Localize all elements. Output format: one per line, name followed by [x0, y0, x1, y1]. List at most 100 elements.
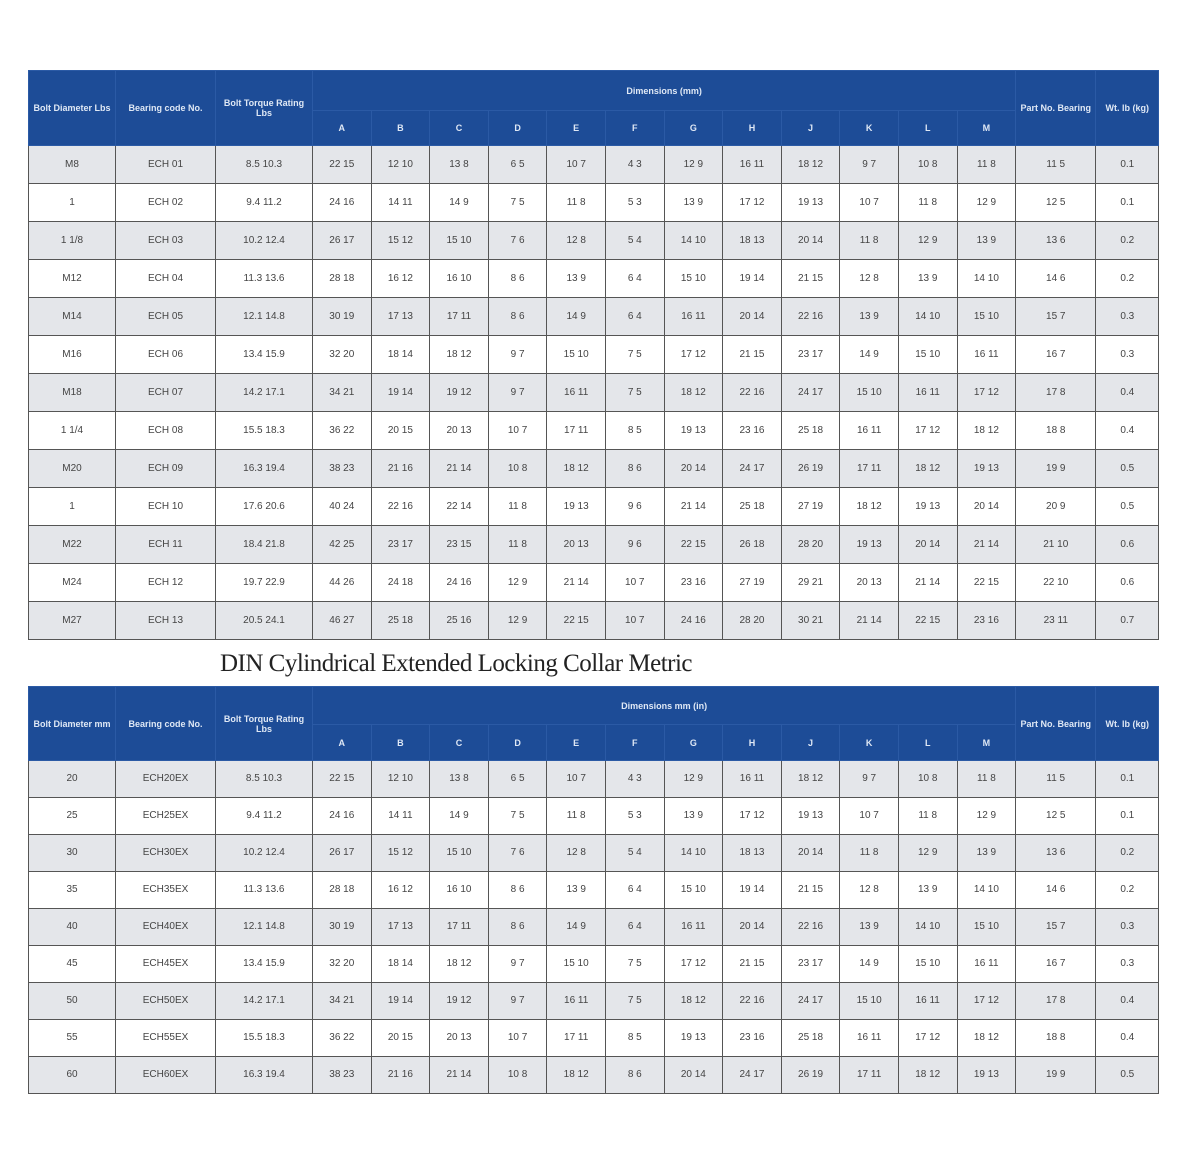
table-cell: 12 9: [956, 183, 1017, 222]
dimension-letter-header: F: [604, 724, 665, 761]
table-cell: 13 8: [429, 760, 489, 798]
table-cell: 14 11: [370, 797, 431, 835]
table-cell: 14 6: [1015, 871, 1097, 909]
table-cell: 14 9: [546, 908, 606, 946]
table-cell: 16 11: [663, 297, 724, 336]
table-cell: 19 12: [429, 373, 489, 412]
column-header: Wt. lb (kg): [1095, 70, 1160, 146]
table-cell: 26 19: [780, 1056, 841, 1094]
table-cell: 17.6 20.6: [215, 487, 313, 526]
table-cell: 16 10: [429, 871, 489, 909]
table-cell: 20 14: [780, 834, 841, 872]
table-cell: 36 22: [312, 1019, 372, 1057]
table-cell: 18 8: [1015, 1019, 1097, 1057]
table-cell: 24 16: [312, 183, 372, 222]
table-cell: 19 9: [1015, 449, 1097, 488]
table-cell: 9.4 11.2: [215, 183, 313, 222]
table-cell: ECH 01: [115, 145, 216, 184]
table-cell: 17 11: [429, 297, 489, 336]
table-cell: 20 9: [1015, 487, 1097, 526]
table-cell: 16 11: [839, 411, 899, 450]
table-cell: 19 13: [839, 525, 899, 564]
table-cell: 22 16: [780, 908, 841, 946]
column-header: Part No. Bearing: [1015, 686, 1097, 761]
table-cell: 14 11: [370, 183, 431, 222]
table-cell: 13 9: [546, 259, 606, 298]
dimension-letter-header: K: [839, 110, 899, 146]
table-cell: 30 19: [312, 297, 372, 336]
table-cell: 14.2 17.1: [215, 982, 313, 1020]
table-cell: ECH 09: [115, 449, 216, 488]
table-cell: 12 8: [546, 221, 606, 260]
table-cell: 22 16: [722, 373, 782, 412]
table-cell: 0.4: [1095, 1019, 1160, 1057]
table-cell: 23 17: [780, 945, 841, 983]
table-cell: ECH 08: [115, 411, 216, 450]
table-cell: 6 4: [604, 259, 665, 298]
column-header: Bolt Diameter mm: [28, 686, 116, 761]
table-cell: 19 14: [370, 373, 431, 412]
table-cell: 11 8: [487, 487, 548, 526]
table-cell: 36 22: [312, 411, 372, 450]
table-cell: ECH55EX: [115, 1019, 216, 1057]
table-cell: 15 10: [839, 982, 899, 1020]
table-row: M27 ECH 13 20.5 24.1 46 27 25 18 25 16 12 9 22 …: [28, 601, 1160, 640]
table-cell: 17 12: [663, 945, 724, 983]
table-cell: 0.3: [1095, 335, 1160, 374]
table-cell: 10.2 12.4: [215, 834, 313, 872]
table-cell: 22 15: [312, 760, 372, 798]
table-cell: 12 9: [897, 221, 958, 260]
table-cell: 22 10: [1015, 563, 1097, 602]
table-cell: 23 17: [370, 525, 431, 564]
table-cell: 11 8: [839, 834, 899, 872]
table-cell: 5 4: [604, 834, 665, 872]
table-cell: 18 12: [897, 1056, 958, 1094]
table-cell: 19 14: [722, 259, 782, 298]
table-cell: 16 11: [546, 982, 606, 1020]
table-cell: 0.1: [1095, 797, 1160, 835]
dimension-letter-header: C: [429, 724, 489, 761]
table-cell: 8 6: [487, 259, 548, 298]
table-cell: 22 15: [312, 145, 372, 184]
table-cell: 21 14: [546, 563, 606, 602]
table-cell: ECH40EX: [115, 908, 216, 946]
table-title: DIN Cylindrical Extended Locking Collar …: [220, 650, 693, 677]
table-cell: 9.4 11.2: [215, 797, 313, 835]
table-cell: 38 23: [312, 449, 372, 488]
table-row: 30 ECH30EX 10.2 12.4 26 17 15 12 15 10 7 6 12 8…: [28, 834, 1160, 872]
table-cell: M22: [28, 525, 116, 564]
table-cell: 12 9: [663, 145, 724, 184]
table-cell: 22 15: [546, 601, 606, 640]
dimension-letter-header: L: [897, 110, 958, 146]
table-cell: ECH 03: [115, 221, 216, 260]
table-cell: 10 7: [546, 145, 606, 184]
table-cell: 23 16: [956, 601, 1017, 640]
table-cell: 17 8: [1015, 373, 1097, 412]
table-cell: 22 14: [429, 487, 489, 526]
table-cell: 10 8: [487, 1056, 548, 1094]
table-cell: 14.2 17.1: [215, 373, 313, 412]
table-cell: 23 11: [1015, 601, 1097, 640]
table-cell: 19 13: [956, 1056, 1017, 1094]
table-cell: 16 7: [1015, 945, 1097, 983]
table-cell: 14 10: [897, 908, 958, 946]
table-cell: 14 9: [429, 797, 489, 835]
table-cell: 20 14: [780, 221, 841, 260]
column-header: Bolt Diameter Lbs: [28, 70, 116, 146]
table-cell: 15 10: [429, 221, 489, 260]
table-row: 50 ECH50EX 14.2 17.1 34 21 19 14 19 12 9 7 16 1…: [28, 982, 1160, 1020]
table-cell: 8 5: [604, 1019, 665, 1057]
table-cell: 25 18: [780, 411, 841, 450]
dimensions-group-header: Dimensions mm (in): [311, 686, 1017, 725]
table-row: 60 ECH60EX 16.3 19.4 38 23 21 16 21 14 10 8 18 …: [28, 1056, 1160, 1094]
table-cell: 17 12: [663, 335, 724, 374]
table-cell: 17 12: [897, 1019, 958, 1057]
dimension-letter-header: H: [722, 724, 782, 761]
table-cell: 10 8: [487, 449, 548, 488]
table-cell: 21 15: [780, 259, 841, 298]
table-cell: 21 15: [780, 871, 841, 909]
dimension-letter-header: B: [370, 110, 431, 146]
table-cell: 22 16: [370, 487, 431, 526]
table-row: M20 ECH 09 16.3 19.4 38 23 21 16 21 14 10 8 18 …: [28, 449, 1160, 488]
